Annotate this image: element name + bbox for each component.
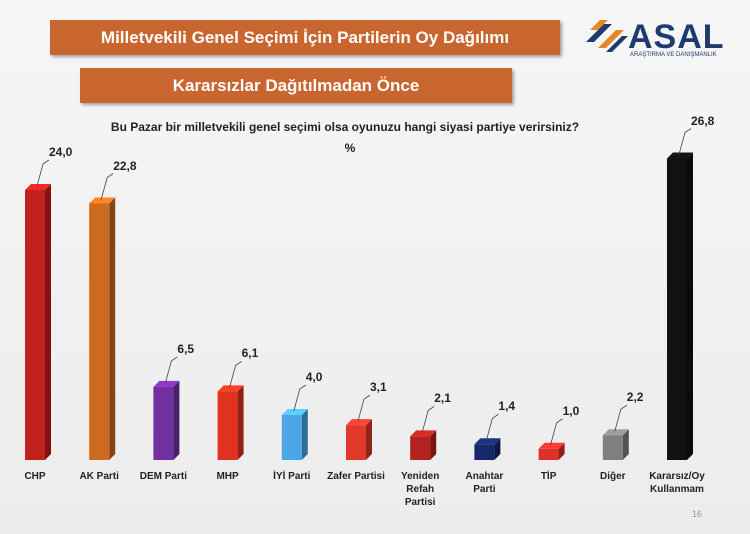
value-label: 3,1: [370, 380, 387, 395]
leader-line: [229, 361, 242, 388]
logo-tagline: ARAŞTIRMA VE DANIŞMANLIK: [630, 52, 717, 58]
title-banner: Milletvekili Genel Seçimi İçin Partileri…: [50, 20, 560, 55]
value-label: 6,1: [241, 346, 259, 361]
bar-top: [474, 438, 501, 445]
unit: %: [344, 141, 356, 155]
x-tick-label: Yeniden Refah Partisi: [401, 471, 440, 508]
bar-side: [237, 385, 244, 460]
bar-top: [281, 409, 308, 415]
value-label: 6,5: [177, 341, 195, 356]
bar: [602, 435, 623, 460]
leader-line: [421, 406, 435, 433]
value-label: 1,0: [562, 403, 580, 418]
bar-side: [301, 409, 308, 460]
bar-top: [346, 419, 372, 426]
bar-side: [622, 429, 629, 460]
leader-line: [165, 356, 178, 383]
value-label: 2,1: [434, 391, 451, 406]
leader-line: [614, 404, 628, 432]
bar-top: [217, 385, 244, 392]
leader-line: [293, 384, 307, 412]
bar: [346, 425, 366, 460]
bar-side: [558, 442, 565, 460]
bar-side: [430, 430, 437, 460]
x-tick-label: AK Parti: [79, 471, 119, 482]
bar: [474, 444, 495, 460]
x-tick-label: Anahtar Parti: [465, 471, 504, 495]
bar-side: [366, 419, 372, 460]
x-tick-label: İYİ Parti: [273, 471, 311, 482]
leader-line: [486, 413, 499, 441]
x-tick-label: TİP: [540, 471, 557, 482]
leader-line: [100, 173, 114, 200]
bar: [667, 158, 687, 460]
leader-line: [550, 418, 563, 445]
bar-top: [538, 442, 565, 449]
chart-subtitle: Kararsızlar Dağıtılmadan Önce: [172, 75, 420, 95]
subtitle-banner: Kararsızlar Dağıtılmadan Önce: [80, 68, 512, 103]
bar: [281, 415, 302, 460]
leader-line: [357, 394, 371, 422]
value-label: 26,8: [691, 113, 715, 128]
bar-top: [410, 430, 437, 437]
value-label: 1,4: [498, 399, 516, 414]
bar-side: [173, 380, 180, 460]
bar-side: [109, 197, 116, 460]
value-label: 4,0: [305, 370, 323, 384]
x-tick-label: DEM Parti: [139, 471, 187, 482]
x-tick-label: CHP: [24, 471, 46, 482]
bar-top: [89, 197, 116, 204]
bar: [538, 448, 559, 460]
x-tick-label: Kararsız/Oy Kullanmam: [649, 471, 705, 495]
bar-top: [602, 429, 629, 436]
logo-icon: [586, 20, 628, 52]
bar: [25, 190, 45, 460]
bar: [217, 391, 238, 460]
logo-name: ASAL: [628, 18, 725, 56]
bar: [410, 436, 431, 460]
leader-line: [36, 159, 50, 187]
value-label: 2,2: [626, 390, 644, 405]
page-number: 16: [692, 509, 703, 519]
question: Bu Pazar bir milletvekili genel seçimi o…: [110, 120, 580, 134]
bar-side: [45, 184, 51, 460]
bar: [153, 386, 174, 460]
bar-top: [25, 184, 51, 190]
bar-side: [687, 152, 693, 460]
value-label: 24,0: [49, 145, 73, 159]
bar-top: [667, 152, 693, 159]
chart-title: Milletvekili Genel Seçimi İçin Partileri…: [100, 27, 510, 47]
x-tick-label: Zafer Partisi: [327, 471, 385, 482]
bar: [89, 203, 110, 460]
x-tick-label: MHP: [216, 471, 239, 482]
leader-line: [678, 128, 692, 155]
x-tick-label: Diğer: [600, 471, 626, 482]
bar-top: [153, 380, 180, 387]
value-label: 22,8: [113, 158, 137, 173]
bar-side: [494, 438, 501, 460]
